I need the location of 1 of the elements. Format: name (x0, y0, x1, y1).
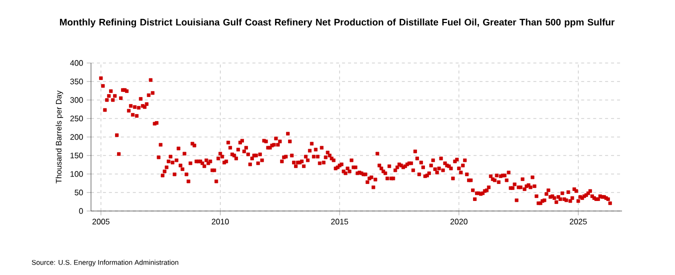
chart-title: Monthly Refining District Louisiana Gulf Coast Refinery Net Production of Distillate Fuel Oil, Greater Than 500 ppm Sulfur (60, 18, 615, 28)
